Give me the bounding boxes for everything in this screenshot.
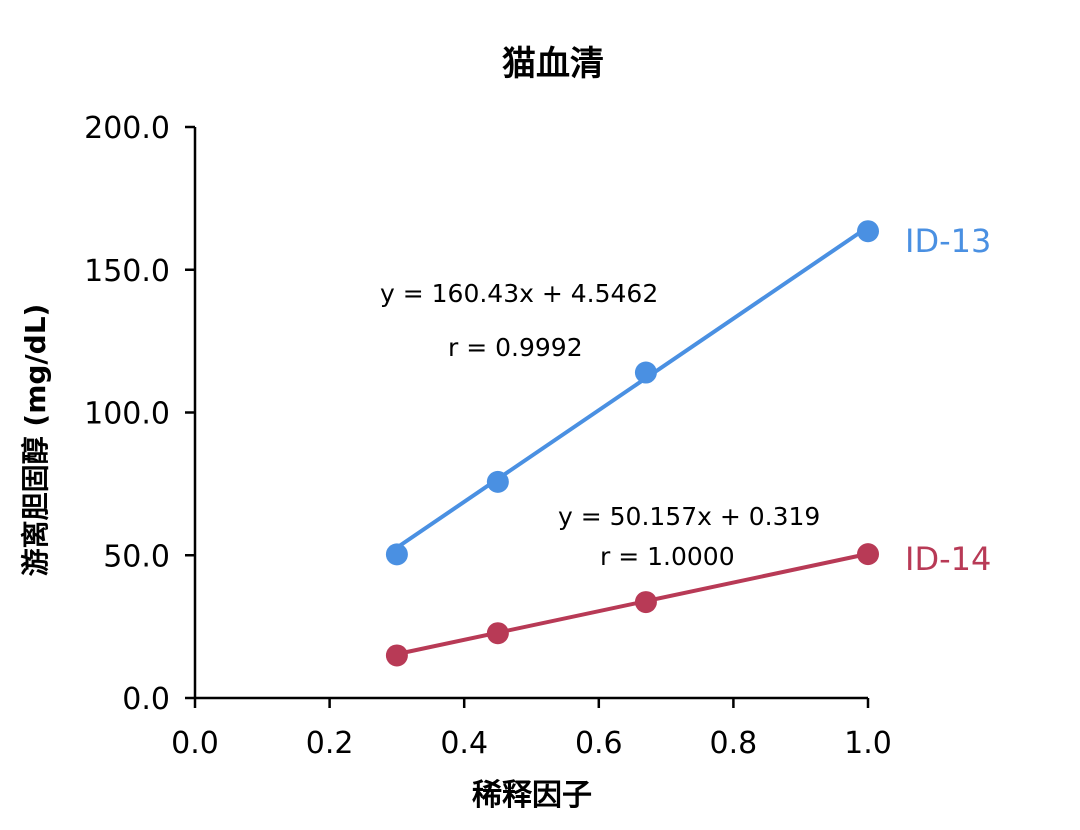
y-tick-label: 50.0 — [103, 539, 170, 574]
trendline-id-14 — [394, 551, 870, 657]
data-point-id-14 — [385, 644, 408, 667]
y-tick-label: 100.0 — [84, 397, 170, 432]
trendline-id-13 — [394, 224, 870, 550]
chart-title: 猫血清 — [502, 44, 604, 84]
data-point-id-14 — [634, 591, 657, 614]
x-tick-label: 1.0 — [844, 726, 892, 761]
x-tick-label: 0.0 — [171, 726, 219, 761]
series-label-id13: ID-13 — [905, 222, 991, 260]
x-tick-label: 0.2 — [306, 726, 354, 761]
y-axis-label: 游离胆固醇 (mg/dL) — [19, 304, 52, 577]
data-point-id-13 — [634, 361, 657, 384]
data-point-id-14 — [486, 622, 509, 645]
plot-area — [385, 220, 879, 667]
x-tick-label: 0.4 — [440, 726, 488, 761]
y-tick-label: 150.0 — [84, 254, 170, 289]
y-tick-label: 200.0 — [84, 111, 170, 146]
r-value-id14: r = 1.0000 — [600, 542, 735, 571]
y-tick-label: 0.0 — [122, 682, 170, 717]
x-tick-label: 0.8 — [710, 726, 758, 761]
r-value-id13: r = 0.9992 — [448, 333, 583, 362]
data-point-id-14 — [857, 543, 879, 566]
x-axis-label: 稀释因子 — [472, 778, 592, 813]
equation-id14: y = 50.157x + 0.319 — [558, 502, 820, 531]
equation-id13: y = 160.43x + 4.5462 — [380, 279, 658, 308]
series-label-id14: ID-14 — [905, 540, 991, 578]
x-tick-label: 0.6 — [575, 726, 623, 761]
x-ticks: 0.0 0.2 0.4 0.6 0.8 1.0 — [171, 698, 892, 761]
data-point-id-13 — [486, 470, 509, 493]
data-point-id-13 — [857, 220, 879, 243]
data-point-id-13 — [385, 543, 408, 566]
y-ticks: 0.0 50.0 100.0 150.0 200.0 — [84, 111, 195, 717]
